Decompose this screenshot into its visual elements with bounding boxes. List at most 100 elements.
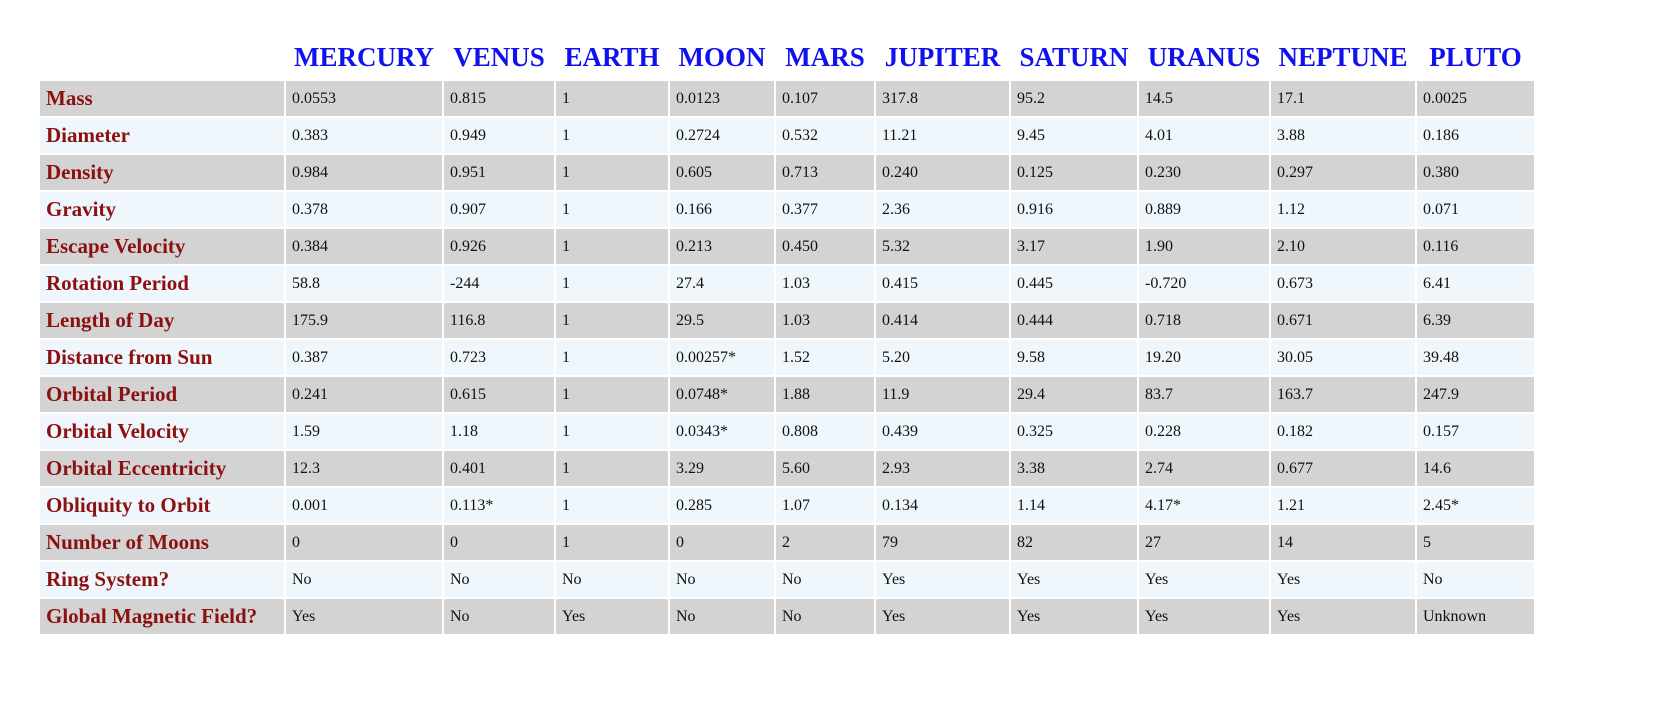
cell-jupiter: 11.21 [876, 118, 1009, 153]
cell-saturn: 1.14 [1011, 488, 1137, 523]
row-label: Orbital Eccentricity [40, 451, 284, 486]
cell-neptune: 0.671 [1271, 303, 1415, 338]
cell-venus: 0.815 [444, 81, 554, 116]
table-row: Orbital Eccentricity 12.3 0.401 1 3.29 5.60 2.… [40, 451, 1534, 486]
cell-neptune: 0.297 [1271, 155, 1415, 190]
cell-mars: 1.52 [776, 340, 874, 375]
row-label: Global Magnetic Field? [40, 599, 284, 634]
cell-earth: 1 [556, 414, 668, 449]
cell-venus: 0.926 [444, 229, 554, 264]
cell-pluto: 0.186 [1417, 118, 1534, 153]
cell-mercury: 0.0553 [286, 81, 442, 116]
cell-jupiter: 79 [876, 525, 1009, 560]
table-row: Number of Moons 0 0 1 0 2 79 82 27 14 5 [40, 525, 1534, 560]
cell-jupiter: 0.415 [876, 266, 1009, 301]
cell-jupiter: Yes [876, 599, 1009, 634]
cell-moon: 29.5 [670, 303, 774, 338]
row-label: Density [40, 155, 284, 190]
cell-saturn: 0.325 [1011, 414, 1137, 449]
row-label: Number of Moons [40, 525, 284, 560]
cell-moon: 0.285 [670, 488, 774, 523]
header-earth: EARTH [564, 41, 660, 72]
cell-neptune: 0.673 [1271, 266, 1415, 301]
row-label: Diameter [40, 118, 284, 153]
cell-mercury: 0.001 [286, 488, 442, 523]
header-venus: VENUS [453, 41, 545, 72]
cell-pluto: 247.9 [1417, 377, 1534, 412]
cell-neptune: 0.677 [1271, 451, 1415, 486]
cell-venus: No [444, 562, 554, 597]
cell-venus: 0.723 [444, 340, 554, 375]
cell-mercury: 0 [286, 525, 442, 560]
cell-mercury: 0.384 [286, 229, 442, 264]
cell-jupiter: 5.32 [876, 229, 1009, 264]
cell-moon: 0.2724 [670, 118, 774, 153]
cell-pluto: 0.157 [1417, 414, 1534, 449]
cell-venus: 0.615 [444, 377, 554, 412]
cell-mars: 0.808 [776, 414, 874, 449]
cell-uranus: 0.889 [1139, 192, 1269, 227]
header-row: MERCURY VENUS EARTH MOON MARS JUPITER SA… [40, 35, 1534, 79]
cell-earth: 1 [556, 155, 668, 190]
cell-saturn: 9.58 [1011, 340, 1137, 375]
cell-moon: 0.605 [670, 155, 774, 190]
table-row: Length of Day 175.9 116.8 1 29.5 1.03 0.414 0.4… [40, 303, 1534, 338]
cell-earth: 1 [556, 303, 668, 338]
cell-earth: 1 [556, 192, 668, 227]
cell-earth: 1 [556, 266, 668, 301]
cell-venus: 0 [444, 525, 554, 560]
cell-mars: 2 [776, 525, 874, 560]
cell-pluto: 0.116 [1417, 229, 1534, 264]
cell-earth: 1 [556, 488, 668, 523]
header-saturn: SATURN [1019, 41, 1129, 72]
row-label: Length of Day [40, 303, 284, 338]
cell-pluto: 0.380 [1417, 155, 1534, 190]
row-label: Obliquity to Orbit [40, 488, 284, 523]
cell-mars: 1.88 [776, 377, 874, 412]
cell-mars: 0.107 [776, 81, 874, 116]
table-row: Orbital Velocity 1.59 1.18 1 0.0343* 0.808 0.4… [40, 414, 1534, 449]
cell-jupiter: 0.134 [876, 488, 1009, 523]
cell-mercury: Yes [286, 599, 442, 634]
cell-moon: 3.29 [670, 451, 774, 486]
cell-venus: -244 [444, 266, 554, 301]
table-row: Global Magnetic Field? Yes No Yes No No Yes Yes… [40, 599, 1534, 634]
cell-pluto: No [1417, 562, 1534, 597]
table-body: Mass 0.0553 0.815 1 0.0123 0.107 317.8 95.2 14.5… [40, 81, 1534, 634]
cell-pluto: 6.41 [1417, 266, 1534, 301]
cell-uranus: 14.5 [1139, 81, 1269, 116]
cell-pluto: 0.0025 [1417, 81, 1534, 116]
row-label: Gravity [40, 192, 284, 227]
cell-moon: 0.166 [670, 192, 774, 227]
cell-moon: No [670, 599, 774, 634]
cell-neptune: 30.05 [1271, 340, 1415, 375]
row-label: Distance from Sun [40, 340, 284, 375]
cell-uranus: 1.90 [1139, 229, 1269, 264]
cell-pluto: 14.6 [1417, 451, 1534, 486]
table-row: Mass 0.0553 0.815 1 0.0123 0.107 317.8 95.2 14.5… [40, 81, 1534, 116]
cell-earth: 1 [556, 340, 668, 375]
row-label: Orbital Velocity [40, 414, 284, 449]
cell-earth: 1 [556, 118, 668, 153]
cell-saturn: 0.444 [1011, 303, 1137, 338]
cell-neptune: 3.88 [1271, 118, 1415, 153]
table-row: Obliquity to Orbit 0.001 0.113* 1 0.285 1.07 0… [40, 488, 1534, 523]
cell-venus: No [444, 599, 554, 634]
cell-earth: 1 [556, 229, 668, 264]
cell-saturn: 3.38 [1011, 451, 1137, 486]
cell-venus: 0.949 [444, 118, 554, 153]
cell-jupiter: 0.414 [876, 303, 1009, 338]
cell-mars: 1.03 [776, 266, 874, 301]
cell-neptune: 14 [1271, 525, 1415, 560]
cell-moon: 0.00257* [670, 340, 774, 375]
cell-neptune: Yes [1271, 562, 1415, 597]
cell-jupiter: 11.9 [876, 377, 1009, 412]
cell-earth: Yes [556, 599, 668, 634]
cell-pluto: Unknown [1417, 599, 1534, 634]
cell-mercury: 58.8 [286, 266, 442, 301]
header-uranus: URANUS [1147, 41, 1261, 72]
cell-pluto: 39.48 [1417, 340, 1534, 375]
table-row: Diameter 0.383 0.949 1 0.2724 0.532 11.21 9.45 4… [40, 118, 1534, 153]
table-row: Ring System? No No No No No Yes Yes Yes Yes No [40, 562, 1534, 597]
row-label: Ring System? [40, 562, 284, 597]
